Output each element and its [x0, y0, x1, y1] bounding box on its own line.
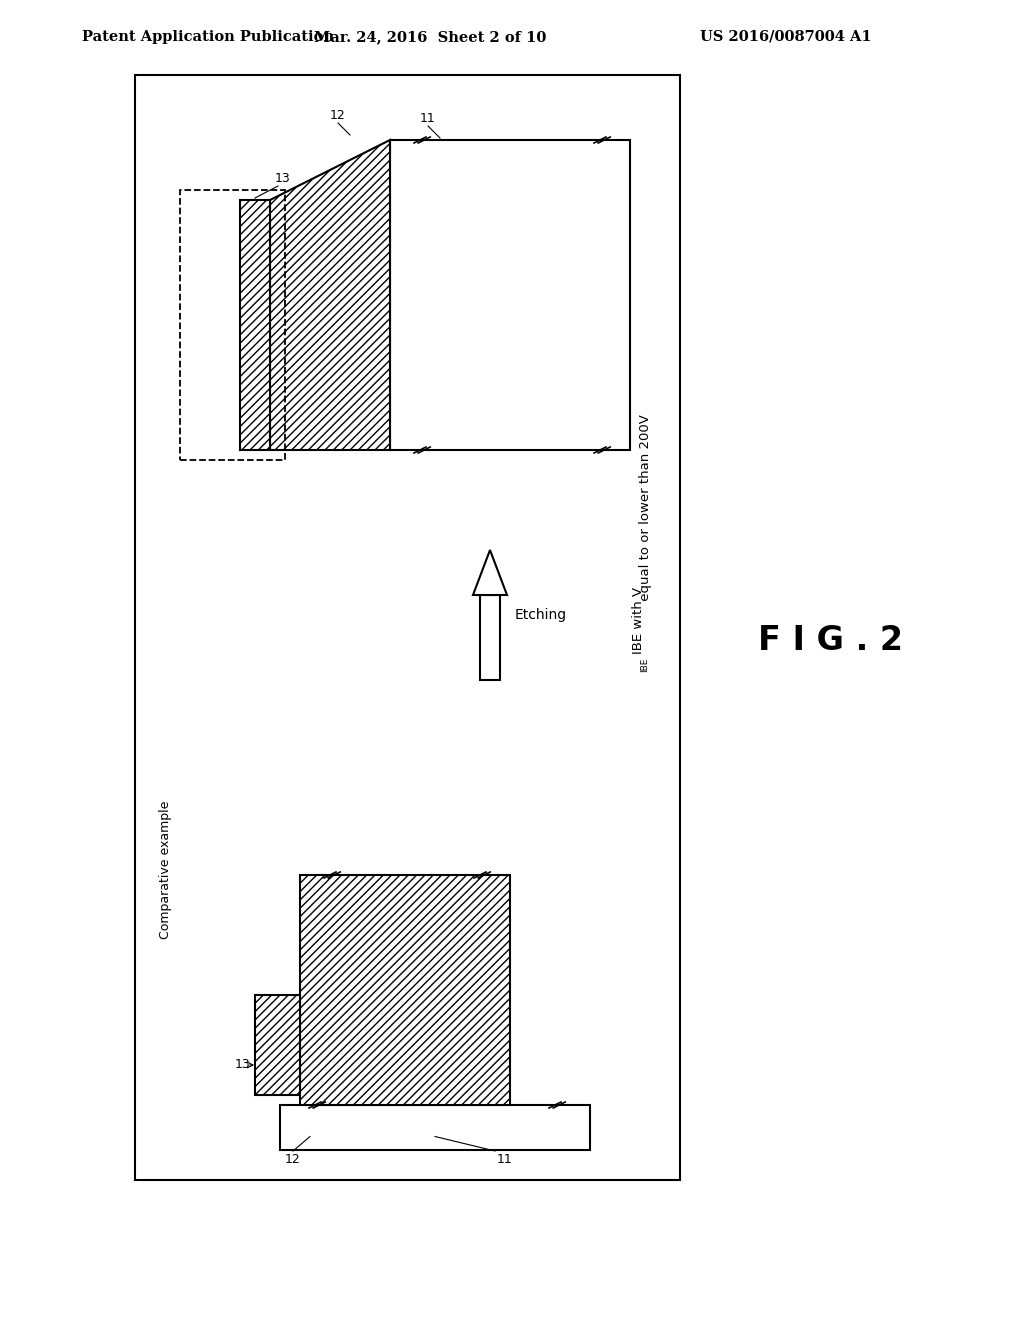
- Bar: [280, 1105, 590, 1150]
- Bar: [300, 875, 510, 1105]
- Text: 12: 12: [285, 1152, 301, 1166]
- Text: Mar. 24, 2016  Sheet 2 of 10: Mar. 24, 2016 Sheet 2 of 10: [313, 30, 546, 44]
- Text: IBE: IBE: [640, 657, 649, 672]
- Text: US 2016/0087004 A1: US 2016/0087004 A1: [700, 30, 871, 44]
- Text: IBE with V: IBE with V: [632, 586, 644, 653]
- Text: 11: 11: [420, 112, 436, 125]
- Text: Etching: Etching: [515, 609, 567, 622]
- Bar: [480, 595, 500, 680]
- Text: equal to or lower than 200V: equal to or lower than 200V: [639, 414, 651, 606]
- Bar: [255, 995, 300, 1096]
- Polygon shape: [270, 140, 390, 450]
- Text: 11: 11: [497, 1152, 513, 1166]
- Text: F I G . 2: F I G . 2: [758, 623, 902, 656]
- Text: 12: 12: [330, 110, 346, 121]
- Bar: [390, 140, 630, 450]
- Text: Patent Application Publication: Patent Application Publication: [82, 30, 334, 44]
- Text: 13: 13: [234, 1059, 250, 1072]
- Bar: [240, 201, 270, 450]
- Text: Comparative example: Comparative example: [159, 801, 171, 940]
- Bar: [180, 190, 285, 459]
- Text: 13: 13: [275, 172, 291, 185]
- Polygon shape: [473, 550, 507, 595]
- Bar: [135, 75, 680, 1180]
